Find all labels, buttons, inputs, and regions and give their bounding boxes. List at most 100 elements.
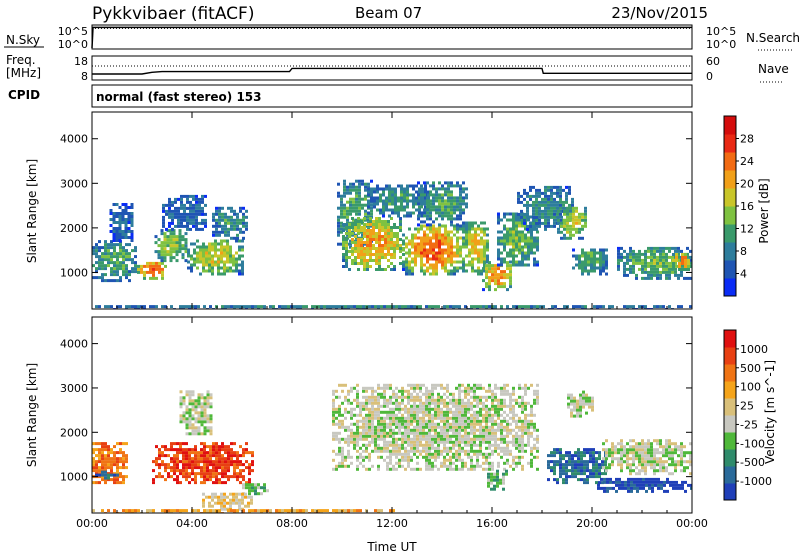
heatmap-cell: [305, 509, 308, 512]
heatmap-cell: [161, 460, 164, 463]
heatmap-cell: [428, 417, 431, 420]
heatmap-cell: [244, 493, 247, 496]
heatmap-cell: [449, 450, 452, 453]
heatmap-cell: [110, 463, 113, 466]
heatmap-cell: [509, 282, 512, 285]
heatmap-cell: [370, 210, 373, 213]
heatmap-cell: [390, 256, 393, 259]
heatmap-cell: [602, 255, 605, 258]
heatmap-cell: [512, 258, 515, 261]
heatmap-cell: [201, 423, 204, 426]
heatmap-cell: [206, 469, 209, 472]
heatmap-cell: [204, 411, 207, 414]
heatmap-cell: [208, 505, 211, 508]
heatmap-cell: [423, 181, 426, 184]
heatmap-cell: [408, 252, 411, 255]
heatmap-cell: [119, 221, 122, 224]
heatmap-cell: [471, 249, 474, 252]
heatmap-cell: [143, 305, 146, 308]
heatmap-cell: [386, 399, 389, 402]
heatmap-cell: [509, 465, 512, 468]
heatmap-cell: [377, 393, 380, 396]
heatmap-cell: [342, 235, 345, 238]
heatmap-cell: [653, 259, 656, 262]
heatmap-cell: [229, 249, 232, 252]
heatmap-cell: [116, 255, 119, 258]
heatmap-cell: [620, 259, 623, 262]
heatmap-cell: [626, 253, 629, 256]
heatmap-cell: [471, 234, 474, 237]
heatmap-cell: [209, 305, 212, 308]
heatmap-cell: [581, 252, 584, 255]
heatmap-cell: [195, 432, 198, 435]
heatmap-cell: [226, 252, 229, 255]
heatmap-cell: [471, 222, 474, 225]
heatmap-cell: [367, 183, 370, 186]
heatmap-cell: [538, 189, 541, 192]
heatmap-cell: [194, 509, 197, 512]
heatmap-cell: [356, 432, 359, 435]
heatmap-cell: [401, 453, 404, 456]
heatmap-cell: [182, 463, 185, 466]
heatmap-cell: [335, 465, 338, 468]
heatmap-cell: [241, 255, 244, 258]
heatmap-cell: [458, 408, 461, 411]
heatmap-cell: [182, 472, 185, 475]
heatmap-cell: [389, 429, 392, 432]
heatmap-cell: [170, 469, 173, 472]
heatmap-cell: [220, 502, 223, 505]
heatmap-cell: [293, 509, 296, 512]
heatmap-cell: [532, 186, 535, 189]
heatmap-cell: [419, 423, 422, 426]
heatmap-cell: [347, 465, 350, 468]
heatmap-cell: [491, 396, 494, 399]
heatmap-cell: [400, 191, 403, 194]
heatmap-cell: [180, 402, 183, 405]
heatmap-cell: [547, 186, 550, 189]
heatmap-cell: [110, 224, 113, 227]
heatmap-cell: [162, 204, 165, 207]
heatmap-cell: [644, 253, 647, 256]
heatmap-cell: [359, 435, 362, 438]
heatmap-cell: [416, 387, 419, 390]
heatmap-cell: [125, 252, 128, 255]
colorbar-swatch: [724, 278, 736, 297]
heatmap-cell: [465, 222, 468, 225]
nave-tick-top: 60: [706, 55, 720, 68]
heatmap-cell: [353, 438, 356, 441]
heatmap-cell: [650, 265, 653, 268]
heatmap-cell: [363, 223, 366, 226]
heatmap-cell: [444, 258, 447, 261]
heatmap-cell: [500, 261, 503, 264]
heatmap-cell: [110, 457, 113, 460]
heatmap-cell: [202, 499, 205, 502]
heatmap-cell: [371, 402, 374, 405]
heatmap-cell: [125, 221, 128, 224]
heatmap-cell: [335, 411, 338, 414]
heatmap-cell: [599, 249, 602, 252]
heatmap-cell: [195, 402, 198, 405]
heatmap-cell: [389, 408, 392, 411]
heatmap-cell: [230, 219, 233, 222]
heatmap-cell: [656, 277, 659, 280]
heatmap-cell: [409, 215, 412, 218]
heatmap-cell: [428, 426, 431, 429]
heatmap-cell: [486, 258, 489, 261]
heatmap-cell: [389, 432, 392, 435]
heatmap-cell: [572, 213, 575, 216]
heatmap-cell: [413, 432, 416, 435]
heatmap-cell: [251, 483, 254, 486]
heatmap-cell: [375, 259, 378, 262]
heatmap-cell: [381, 235, 384, 238]
heatmap-cell: [416, 435, 419, 438]
heatmap-cell: [199, 261, 202, 264]
heatmap-cell: [681, 268, 684, 271]
heatmap-cell: [527, 231, 530, 234]
heatmap-cell: [474, 270, 477, 273]
heatmap-cell: [553, 204, 556, 207]
heatmap-cell: [477, 273, 480, 276]
heatmap-cell: [488, 390, 491, 393]
heatmap-cell: [684, 262, 687, 265]
heatmap-cell: [177, 216, 180, 219]
heatmap-cell: [194, 466, 197, 469]
